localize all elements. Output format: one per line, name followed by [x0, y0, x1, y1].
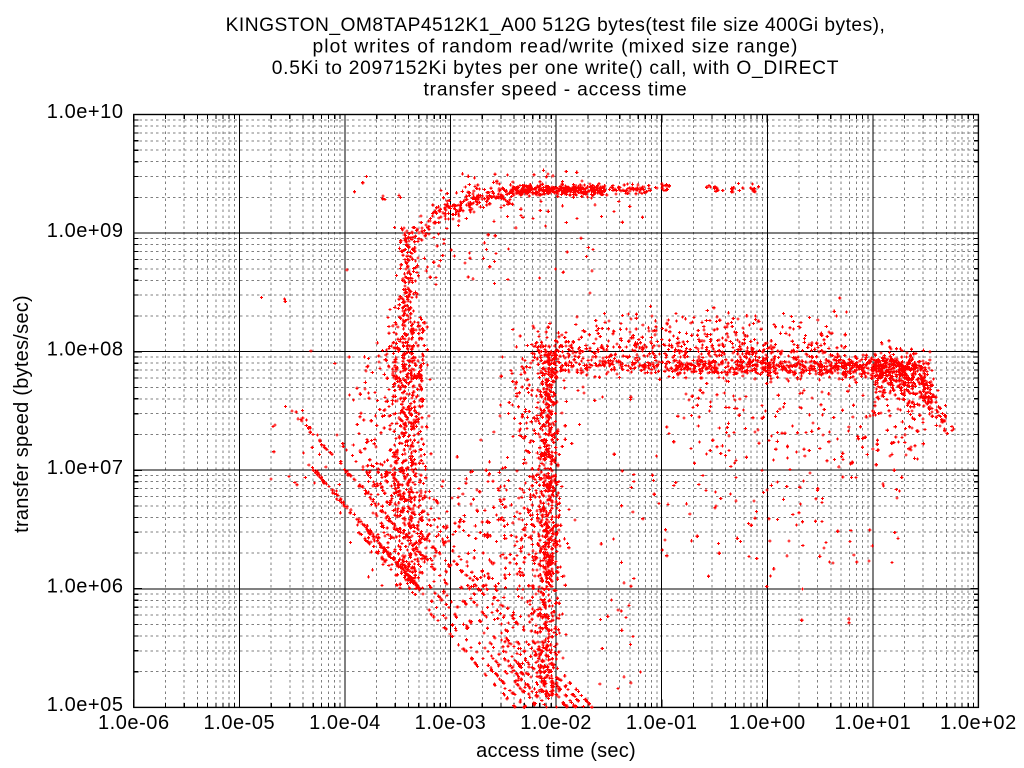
svg-text:1.0e-05: 1.0e-05 — [204, 712, 276, 734]
svg-text:0.5Ki to 2097152Ki bytes per o: 0.5Ki to 2097152Ki bytes per one write()… — [272, 58, 839, 79]
svg-text:1.0e+00: 1.0e+00 — [729, 712, 806, 734]
svg-text:1.0e-04: 1.0e-04 — [309, 712, 381, 734]
svg-text:1.0e+01: 1.0e+01 — [835, 712, 912, 734]
svg-text:1.0e-06: 1.0e-06 — [98, 712, 170, 734]
svg-text:access time (sec): access time (sec) — [476, 740, 636, 762]
svg-text:1.0e+10: 1.0e+10 — [47, 101, 124, 123]
svg-text:transfer speed - access time: transfer speed - access time — [424, 80, 688, 101]
svg-text:1.0e+05: 1.0e+05 — [47, 694, 124, 716]
svg-text:1.0e-01: 1.0e-01 — [626, 712, 698, 734]
svg-text:1.0e+06: 1.0e+06 — [47, 576, 124, 598]
svg-text:1.0e+02: 1.0e+02 — [940, 712, 1017, 734]
svg-text:1.0e+08: 1.0e+08 — [47, 338, 124, 360]
svg-text:1.0e-03: 1.0e-03 — [415, 712, 487, 734]
svg-text:1.0e+09: 1.0e+09 — [47, 220, 124, 242]
svg-text:1.0e-02: 1.0e-02 — [520, 712, 592, 734]
svg-text:1.0e+07: 1.0e+07 — [47, 457, 124, 479]
svg-text:plot writes of random read/wri: plot writes of random read/write (mixed … — [313, 37, 799, 58]
svg-text:transfer speed (bytes/sec): transfer speed (bytes/sec) — [11, 295, 33, 533]
svg-text:KINGSTON_OM8TAP4512K1_A00 512G: KINGSTON_OM8TAP4512K1_A00 512G bytes(tes… — [226, 15, 886, 36]
